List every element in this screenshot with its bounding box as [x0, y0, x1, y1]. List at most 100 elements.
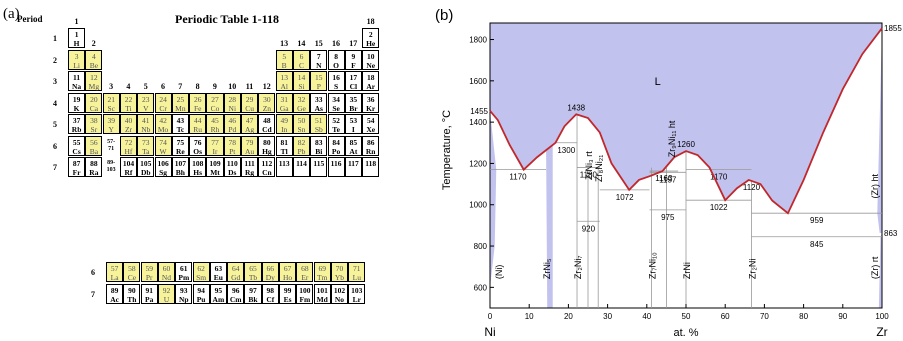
atomic-number: 6 — [299, 51, 304, 61]
period-label: 6 — [53, 141, 57, 151]
element-symbol: Fm — [299, 294, 311, 304]
period-label: 2 — [53, 55, 57, 65]
element-symbol: Er — [301, 273, 309, 282]
right-element-label: Zr — [876, 325, 887, 339]
x-tick-label: 60 — [721, 312, 730, 321]
element-cell: 31 Ga — [275, 92, 293, 113]
atomic-number: 30 — [263, 94, 271, 104]
series-placeholder: 89- 103 — [106, 160, 116, 173]
group-label: 10 — [228, 81, 237, 91]
element-symbol: Ga — [279, 103, 289, 113]
x-axis-label: at. % — [673, 327, 698, 339]
atomic-number: 113 — [278, 159, 290, 168]
element-cell: 21 Sc — [102, 92, 120, 113]
atomic-number: 49 — [280, 116, 288, 125]
element-symbol: Te — [332, 125, 340, 134]
zr-ht-region — [877, 28, 882, 234]
element-cell: 43 Tc — [171, 114, 189, 135]
x-tick-label: 30 — [603, 312, 612, 321]
atomic-number: 2 — [368, 30, 373, 39]
atomic-number: 55 — [72, 137, 81, 147]
atomic-number: 8 — [334, 51, 338, 61]
element-symbol: Lu — [352, 273, 361, 282]
atomic-number: 89 — [110, 285, 119, 295]
atomic-number: 33 — [315, 94, 323, 104]
invariant-temp-label: 1300 — [557, 146, 575, 155]
element-symbol: Ne — [366, 60, 376, 70]
element-symbol: S — [334, 82, 339, 91]
atomic-number: 65 — [249, 264, 257, 273]
element-symbol: At — [349, 146, 358, 156]
element-symbol: Cd — [262, 125, 272, 134]
element-cell: 87 Fr — [68, 157, 86, 178]
phase-label: (Zr) rt — [870, 256, 880, 279]
atomic-number: 102 — [333, 285, 346, 295]
element-cell: 37 Rb — [68, 114, 86, 135]
element-cell: 49 In — [275, 114, 293, 135]
group-label: 15 — [314, 38, 323, 48]
element-cell: 105 Db — [137, 157, 155, 178]
atomic-number: 48 — [263, 116, 271, 125]
atomic-number: 25 — [176, 94, 185, 104]
element-symbol: Am — [212, 294, 225, 304]
element-cell: 30 Zn — [258, 92, 276, 113]
atomic-number: 90 — [128, 285, 136, 295]
phase-label: Zr₂Ni — [747, 259, 757, 280]
element-cell: 62 Sm — [192, 262, 210, 283]
element-cell: 116 — [327, 157, 345, 178]
invariant-temp-label: 1170 — [710, 173, 728, 182]
element-symbol: Hf — [124, 146, 133, 156]
element-cell: 113 — [275, 157, 293, 178]
phase-diagram-panel: (b) 1170 1300 1180 920 1163 1157 975 1170 1022 11… — [430, 0, 903, 341]
element-symbol: Lr — [352, 294, 361, 304]
invariant-temp-label: 1022 — [710, 203, 728, 212]
element-cell: 28 Ni — [223, 92, 241, 113]
phase-label: ZrNi₃ rt — [584, 151, 594, 180]
element-symbol: Pb — [297, 146, 306, 156]
element-cell: 57 La — [106, 262, 124, 283]
element-cell: 84 Po — [327, 135, 345, 156]
atomic-number: 57 — [110, 264, 119, 273]
element-cell: 96 Cm — [227, 283, 245, 304]
element-symbol: V — [143, 103, 149, 113]
element-symbol: B — [281, 60, 287, 70]
atomic-number: 10 — [366, 51, 375, 61]
element-symbol: As — [314, 103, 323, 113]
x-tick-label: 100 — [875, 312, 889, 321]
atomic-number: 43 — [176, 116, 185, 125]
panel-label-a: (a) — [3, 6, 20, 22]
atomic-number: 88 — [90, 159, 98, 168]
element-symbol: Ir — [212, 146, 218, 156]
atomic-number: 46 — [228, 116, 237, 125]
element-cell: 94 Pu — [192, 283, 210, 304]
element-symbol: Cr — [159, 103, 167, 113]
temperature-label: 1260 — [677, 140, 695, 149]
atomic-number: 68 — [301, 264, 309, 273]
element-cell: 77 Ir — [206, 135, 224, 156]
element-cell: 109 Mt — [206, 157, 224, 178]
period-label: 3 — [53, 77, 57, 86]
element-symbol: He — [366, 39, 376, 48]
atomic-number: 7 — [316, 51, 321, 61]
element-cell: 60 Nd — [157, 262, 176, 283]
atomic-number: 19 — [72, 94, 81, 104]
atomic-number: 13 — [280, 73, 288, 82]
invariant-temp-label: 1072 — [616, 193, 634, 202]
x-tick-label: 80 — [799, 312, 808, 321]
element-symbol: Hg — [262, 146, 272, 156]
atomic-number: 53 — [349, 116, 358, 125]
atomic-number: 82 — [297, 137, 306, 147]
element-symbol: Au — [245, 146, 255, 156]
atomic-number: 60 — [162, 264, 171, 273]
element-symbol: Xe — [366, 125, 376, 134]
element-symbol: Ag — [245, 125, 255, 134]
element-symbol: Ta — [142, 146, 150, 156]
atomic-number: 69 — [318, 264, 326, 273]
atomic-number: 5 — [282, 51, 287, 61]
series-placeholder: 57- 71 — [107, 138, 116, 152]
element-cell: 32 Ge — [292, 92, 311, 113]
